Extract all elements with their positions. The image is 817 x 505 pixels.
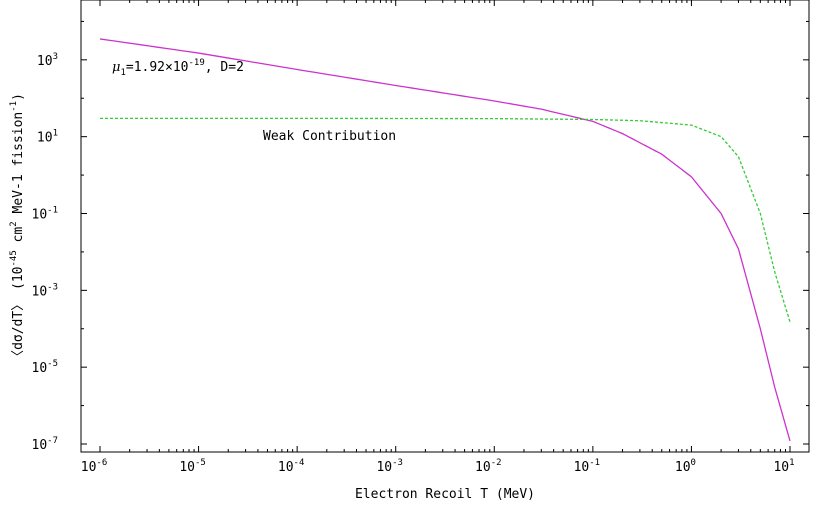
mu-value: =1.92×10 <box>126 60 189 75</box>
x-tick-label: 10-5 <box>179 458 206 475</box>
x-tick-label: 10-6 <box>81 458 108 475</box>
mu-tail: , D=2 <box>205 60 244 75</box>
mu-symbol: μ <box>112 60 120 75</box>
y-tick-label: 10-7 <box>32 436 59 453</box>
y-tick-label-base: 10 <box>32 284 48 299</box>
y-tick-label: 10-3 <box>32 282 59 299</box>
y-tick-label-base: 10 <box>32 438 48 453</box>
x-tick-label-base: 10 <box>574 460 590 475</box>
mu-exponent: -19 <box>189 58 205 68</box>
x-tick-label-base: 10 <box>179 460 195 475</box>
y-tick-label-exp: 1 <box>53 129 58 139</box>
weak-contribution-curve <box>100 117 791 323</box>
weak-contribution-label: Weak Contribution <box>263 129 396 144</box>
y-axis-label: 〈dσ/dT〉 (10-45 cm2 MeV-1 fission-1) <box>9 93 26 363</box>
y-tick-label: 10-5 <box>32 359 59 376</box>
y-axis-label-sup-a: -45 <box>9 250 19 266</box>
x-tick-label-exp: -4 <box>294 458 305 468</box>
axes: 10-6 10-5 10-4 10-3 10-2 10-1 100 10110-710-510… <box>32 0 809 475</box>
x-tick-label-base: 10 <box>675 460 691 475</box>
y-tick-label-base: 10 <box>32 208 48 223</box>
y-tick-label: 101 <box>37 129 58 146</box>
x-tick-label: 10-3 <box>376 458 403 475</box>
x-tick-label-exp: -5 <box>195 458 206 468</box>
x-tick-label: 101 <box>773 458 794 475</box>
x-axis-label: Electron Recoil T (MeV) <box>355 487 535 502</box>
x-tick-label-base: 10 <box>81 460 97 475</box>
x-tick-label-exp: 1 <box>789 458 794 468</box>
y-axis-label-sup-c: -1 <box>9 101 19 112</box>
x-tick-label-base: 10 <box>376 460 392 475</box>
y-tick-label-exp: -5 <box>47 359 58 369</box>
x-tick-label: 100 <box>675 458 696 475</box>
x-tick-label-base: 10 <box>475 460 491 475</box>
y-axis-label-part-a: 〈dσ/dT〉 (10 <box>11 266 26 362</box>
y-axis-label-sup-b: 2 <box>9 221 19 226</box>
y-axis-label-part-c: MeV-1 fission <box>11 112 26 222</box>
y-tick-label-exp: -7 <box>47 436 58 446</box>
y-axis-label-part-b: cm <box>11 227 26 251</box>
x-tick-label-exp: 0 <box>691 458 696 468</box>
x-tick-label-exp: -3 <box>392 458 403 468</box>
mu-subscript: 1 <box>120 68 125 78</box>
y-tick-label-base: 10 <box>32 361 48 376</box>
y-tick-label: 10-1 <box>32 206 59 223</box>
x-tick-label-base: 10 <box>773 460 789 475</box>
y-tick-label-exp: -1 <box>47 206 58 216</box>
x-tick-label-exp: -2 <box>491 458 502 468</box>
x-tick-label: 10-2 <box>475 458 502 475</box>
y-tick-label-base: 10 <box>37 54 53 69</box>
mu-annotation: μ1=1.92×10-19, D=2 <box>112 58 244 78</box>
x-tick-label-exp: -6 <box>96 458 107 468</box>
x-tick-label-exp: -1 <box>589 458 600 468</box>
magnetic-moment-curve <box>99 38 791 442</box>
y-tick-label-base: 10 <box>37 131 53 146</box>
x-tick-label: 10-1 <box>574 458 601 475</box>
plot-frame <box>80 0 810 453</box>
series-layer <box>99 38 791 442</box>
y-tick-label-exp: -3 <box>47 282 58 292</box>
y-axis-label-part-d: ) <box>11 93 26 101</box>
y-tick-label-exp: 3 <box>53 52 58 62</box>
x-tick-label: 10-4 <box>278 458 305 475</box>
x-tick-label-base: 10 <box>278 460 294 475</box>
y-tick-label: 103 <box>37 52 58 69</box>
